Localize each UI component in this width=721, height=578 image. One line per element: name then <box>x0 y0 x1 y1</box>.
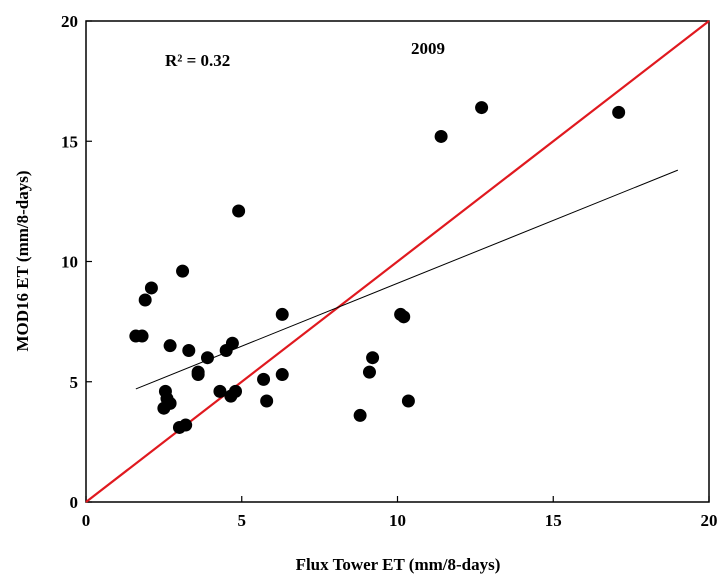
data-point <box>179 418 193 432</box>
data-points <box>129 101 626 434</box>
data-point <box>362 365 376 379</box>
x-tick-label: 5 <box>238 511 247 530</box>
data-point <box>612 105 626 119</box>
data-point <box>191 368 205 382</box>
data-point <box>229 384 243 398</box>
data-point <box>475 101 489 115</box>
data-point <box>401 394 415 408</box>
y-tick-label: 0 <box>70 493 79 512</box>
data-point <box>144 281 158 295</box>
y-tick-label: 10 <box>61 253 78 272</box>
data-point <box>260 394 274 408</box>
x-tick-label: 15 <box>545 511 562 530</box>
x-tick-label: 0 <box>82 511 91 530</box>
data-point <box>397 310 411 324</box>
x-axis-title: Flux Tower ET (mm/8-days) <box>296 555 501 574</box>
x-axis-ticks: 0 5 10 15 20 <box>82 496 718 530</box>
trend-line <box>135 169 679 390</box>
data-point <box>275 368 289 382</box>
data-point <box>275 307 289 321</box>
y-tick-label: 15 <box>61 132 78 151</box>
r-squared-label: R² = 0.32 <box>165 51 230 70</box>
y-axis-ticks: 0 5 10 15 20 <box>61 12 92 512</box>
data-point <box>257 372 271 386</box>
x-tick-label: 20 <box>701 511 718 530</box>
data-point <box>163 396 177 410</box>
year-label: 2009 <box>411 39 445 58</box>
data-point <box>200 351 214 365</box>
data-point <box>232 204 246 218</box>
data-point <box>182 343 196 357</box>
data-point <box>163 339 177 353</box>
y-axis-title: MOD16 ET (mm/8-days) <box>13 170 32 351</box>
data-point <box>225 336 239 350</box>
data-point <box>353 408 367 422</box>
data-point <box>434 129 448 143</box>
x-tick-label: 10 <box>389 511 406 530</box>
data-point <box>366 351 380 365</box>
y-tick-label: 5 <box>70 373 79 392</box>
data-point <box>213 384 227 398</box>
data-point <box>176 264 190 278</box>
y-tick-label: 20 <box>61 12 78 31</box>
data-point <box>138 293 152 307</box>
data-point <box>135 329 149 343</box>
